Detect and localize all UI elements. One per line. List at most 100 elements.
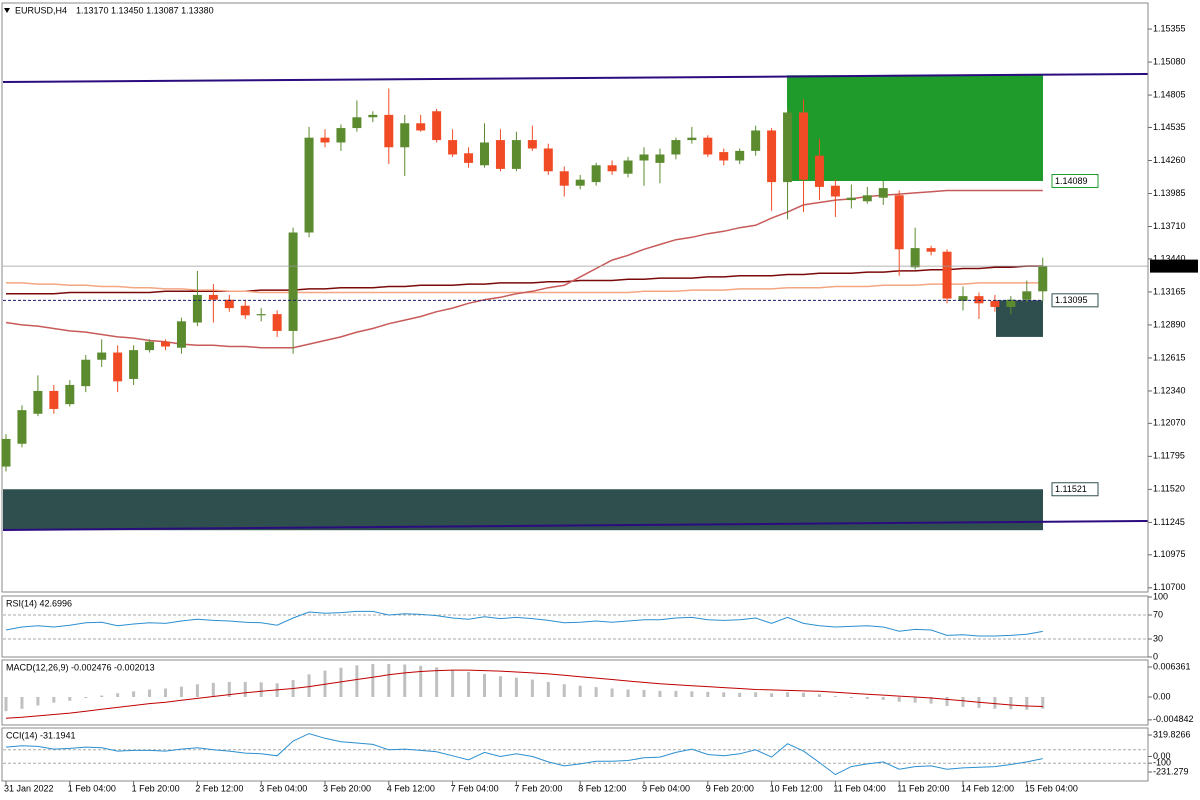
- indicator-line: [5, 733, 1043, 776]
- candle-body: [208, 294, 218, 300]
- y-tick-label: 1.14535: [1153, 122, 1186, 132]
- histogram-bar: [243, 681, 247, 698]
- x-tick-label: 7 Feb 20:00: [514, 783, 562, 793]
- candle-body: [81, 359, 91, 387]
- y-tick-label: 0.00: [1153, 751, 1171, 761]
- x-tick-label: 15 Feb 04:00: [1025, 783, 1078, 793]
- y-tick-label: 100: [1153, 591, 1168, 601]
- histogram-bar: [20, 697, 24, 709]
- histogram-bar: [514, 677, 518, 698]
- x-tick-label: 31 Jan 2022: [4, 783, 54, 793]
- candle-body: [799, 112, 808, 180]
- histogram-bar: [483, 673, 486, 698]
- y-tick-label: 70: [1153, 609, 1163, 619]
- candle-body: [352, 117, 362, 129]
- x-tick-label: 3 Feb 04:00: [259, 783, 307, 793]
- x-tick-label: 7 Feb 04:00: [451, 783, 499, 793]
- histogram-bar: [387, 663, 391, 698]
- candle-body: [1, 438, 11, 467]
- histogram-bar: [498, 676, 502, 698]
- histogram-bar: [227, 681, 231, 698]
- candle-body: [926, 248, 936, 252]
- candle-body: [767, 130, 777, 183]
- candle-body: [65, 384, 75, 405]
- indicator-title: MACD(12,26,9) -0.002476 -0.002013: [6, 662, 155, 672]
- histogram-bar: [913, 697, 917, 703]
- price-label-box: [1051, 174, 1099, 189]
- candle-body: [176, 321, 186, 348]
- histogram-bar: [259, 682, 263, 698]
- y-tick-label: 1.11520: [1153, 484, 1185, 494]
- histogram-bar: [1041, 697, 1045, 709]
- y-tick-label: -0.004842: [1153, 714, 1194, 724]
- histogram-bar: [52, 697, 56, 703]
- histogram-bar: [817, 694, 821, 698]
- candle-body: [990, 300, 1000, 307]
- x-tick-label: 14 Feb 12:00: [961, 783, 1014, 793]
- y-tick-label: 1.14805: [1153, 89, 1186, 99]
- y-tick-label: 319.8266: [1153, 729, 1191, 739]
- price-label-box: [1051, 293, 1099, 308]
- candle-body: [33, 390, 43, 414]
- candle-body: [192, 294, 202, 323]
- histogram-bar: [802, 692, 805, 698]
- candle-body: [224, 299, 234, 309]
- histogram-bar: [658, 690, 662, 698]
- histogram-bar: [132, 691, 136, 698]
- candle-body: [655, 154, 665, 163]
- candle-body: [751, 130, 761, 151]
- price-label-box: [1051, 482, 1099, 497]
- candle-body: [368, 114, 378, 118]
- candle-body: [1022, 291, 1032, 300]
- candle-body: [161, 341, 170, 347]
- histogram-bar: [116, 693, 120, 698]
- candle-body: [783, 112, 793, 183]
- histogram-bar: [371, 663, 375, 698]
- y-tick-label: -100: [1153, 758, 1171, 768]
- candle-body: [129, 350, 139, 379]
- candle-body: [623, 160, 633, 174]
- main-panel: [1, 2, 1149, 593]
- y-tick-label: 1.13710: [1153, 221, 1186, 231]
- ohlc-label: 1.13170 1.13450 1.13087 1.13380: [76, 5, 214, 15]
- histogram-bar: [164, 688, 167, 698]
- candle-body: [1006, 299, 1016, 307]
- x-tick-label: 2 Feb 12:00: [195, 783, 243, 793]
- candle-body: [511, 140, 521, 169]
- candle-body: [974, 296, 984, 304]
- histogram-bar: [897, 697, 901, 702]
- candle-body: [49, 390, 59, 409]
- candle-body: [814, 155, 824, 187]
- price-label: 1.14089: [1055, 176, 1088, 186]
- x-tick-label: 11 Feb 20:00: [897, 783, 949, 793]
- candle-body: [1038, 266, 1048, 292]
- histogram-bar: [530, 679, 534, 698]
- histogram-bar: [929, 697, 933, 704]
- y-tick-label: 0.00: [1153, 691, 1171, 701]
- candle-body: [17, 410, 27, 444]
- y-tick-label: 0.006361: [1153, 661, 1191, 671]
- histogram-bar: [4, 697, 8, 712]
- menu-triangle[interactable]: [4, 8, 10, 13]
- candle-body: [671, 140, 681, 155]
- candle-body: [958, 296, 968, 301]
- candle-body: [464, 153, 474, 163]
- histogram-bar: [562, 684, 566, 698]
- candle-body: [607, 165, 617, 172]
- candle-body: [878, 188, 888, 198]
- histogram-bar: [578, 685, 582, 698]
- candle-body: [846, 197, 856, 201]
- y-tick-label: 1.13165: [1153, 286, 1186, 296]
- candle-body: [448, 140, 458, 155]
- histogram-bar: [403, 664, 407, 698]
- y-tick-label: 1.10975: [1153, 549, 1186, 559]
- chart-title: EURUSD,H4: [15, 5, 67, 15]
- histogram-bar: [546, 681, 550, 698]
- histogram-bar: [68, 697, 72, 701]
- histogram-bar: [881, 697, 885, 700]
- candle-body: [703, 137, 713, 155]
- candle-body: [304, 137, 314, 233]
- candle-body: [432, 111, 442, 141]
- candle-body: [527, 140, 537, 149]
